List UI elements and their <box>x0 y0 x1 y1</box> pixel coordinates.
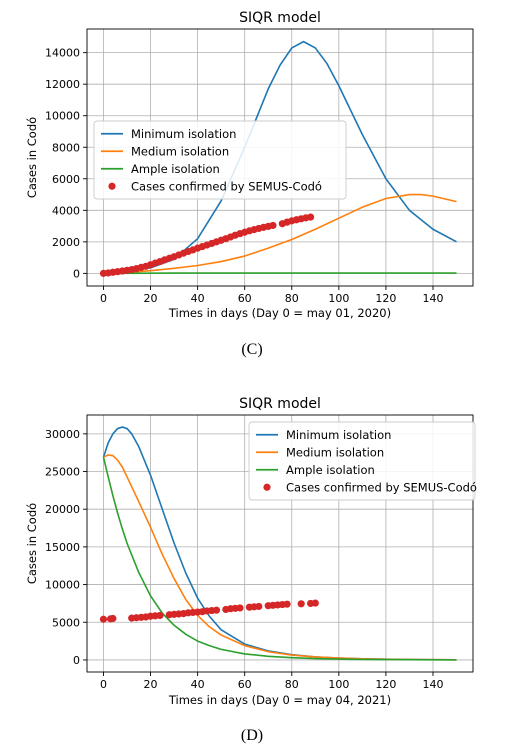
x-tick-label: 80 <box>285 292 299 305</box>
x-tick-label: 0 <box>100 678 107 691</box>
y-tick-label: 15000 <box>45 541 80 554</box>
y-tick-label: 8000 <box>52 141 80 154</box>
legend-label: Minimum isolation <box>286 428 391 442</box>
legend-label: Minimum isolation <box>131 127 236 141</box>
data-point <box>109 614 117 623</box>
y-axis-label: Cases in Codó <box>25 503 39 584</box>
x-tick-label: 40 <box>191 678 205 691</box>
y-tick-label: 20000 <box>45 503 80 516</box>
plot-frame <box>86 28 474 287</box>
x-tick-label: 0 <box>100 292 107 305</box>
data-point <box>283 600 291 608</box>
chart-title: SIQR model <box>239 10 321 26</box>
data-point <box>236 604 244 612</box>
chart-c: 0 20 40 60 80 100 120 140 0 2000 4000 6000 8000 10000… <box>25 10 474 358</box>
plot-frame <box>86 414 474 673</box>
data-point <box>255 602 263 611</box>
y-tick-label: 30000 <box>45 428 80 441</box>
series-line <box>103 193 457 275</box>
legend: Minimum isolation Medium isolation Ample i… <box>248 421 477 501</box>
y-tick-label: 0 <box>73 267 80 280</box>
data-point <box>311 599 319 607</box>
legend-label: Cases confirmed by SEMUS-Codó <box>131 179 322 193</box>
y-tick-label: 10000 <box>45 579 80 592</box>
y-axis-label: Cases in Codó <box>25 117 39 198</box>
y-tick-label: 4000 <box>52 204 80 217</box>
legend-label: Medium isolation <box>131 144 229 158</box>
x-axis-label: Times in days (Day 0 = may 01, 2020) <box>168 306 391 320</box>
y-tick-label: 10000 <box>45 110 80 123</box>
legend-label: Medium isolation <box>286 445 384 459</box>
legend: Minimum isolation Medium isolation Ample i… <box>93 120 347 200</box>
legend-label: Cases confirmed by SEMUS-Codó <box>286 480 477 494</box>
chart-title: SIQR model <box>239 396 321 412</box>
x-tick-label: 80 <box>285 678 299 691</box>
data-point <box>306 213 315 221</box>
data-point <box>297 600 305 608</box>
series-line <box>102 457 457 661</box>
data-point <box>212 606 221 614</box>
y-tick-label: 5000 <box>52 616 80 629</box>
x-tick-label: 140 <box>422 678 443 691</box>
data-point <box>99 615 108 623</box>
x-tick-label: 60 <box>238 678 252 691</box>
series-group <box>99 40 457 277</box>
y-tick-label: 0 <box>73 654 80 667</box>
legend-label: Ample isolation <box>286 463 375 477</box>
x-tick-label: 100 <box>328 678 349 691</box>
x-tick-label: 120 <box>375 678 396 691</box>
y-tick-label: 14000 <box>45 47 80 60</box>
x-tick-label: 40 <box>191 292 205 305</box>
y-tick-label: 6000 <box>52 173 80 186</box>
legend-box <box>93 120 347 200</box>
panel-label: (D) <box>241 727 263 744</box>
y-tick-label: 12000 <box>45 78 80 91</box>
chart-d: 0 20 40 60 80 100 120 140 0 5000 10000 15000 20000 25… <box>25 396 477 744</box>
data-point <box>156 611 164 620</box>
legend-swatch-marker <box>108 182 116 190</box>
x-tick-label: 20 <box>144 678 158 691</box>
y-tick-label: 25000 <box>45 466 80 479</box>
x-tick-label: 140 <box>422 292 443 305</box>
legend-swatch-marker <box>263 483 271 491</box>
x-tick-label: 100 <box>328 292 349 305</box>
x-axis-label: Times in days (Day 0 = may 04, 2021) <box>168 693 391 707</box>
panel-label: (C) <box>241 341 262 358</box>
x-tick-label: 60 <box>238 292 252 305</box>
data-point <box>269 221 277 230</box>
x-tick-label: 20 <box>144 292 158 305</box>
series-group <box>99 426 457 661</box>
x-tick-label: 120 <box>375 292 396 305</box>
y-tick-label: 2000 <box>52 236 80 249</box>
legend-label: Ample isolation <box>131 162 220 176</box>
legend-box <box>248 421 476 501</box>
